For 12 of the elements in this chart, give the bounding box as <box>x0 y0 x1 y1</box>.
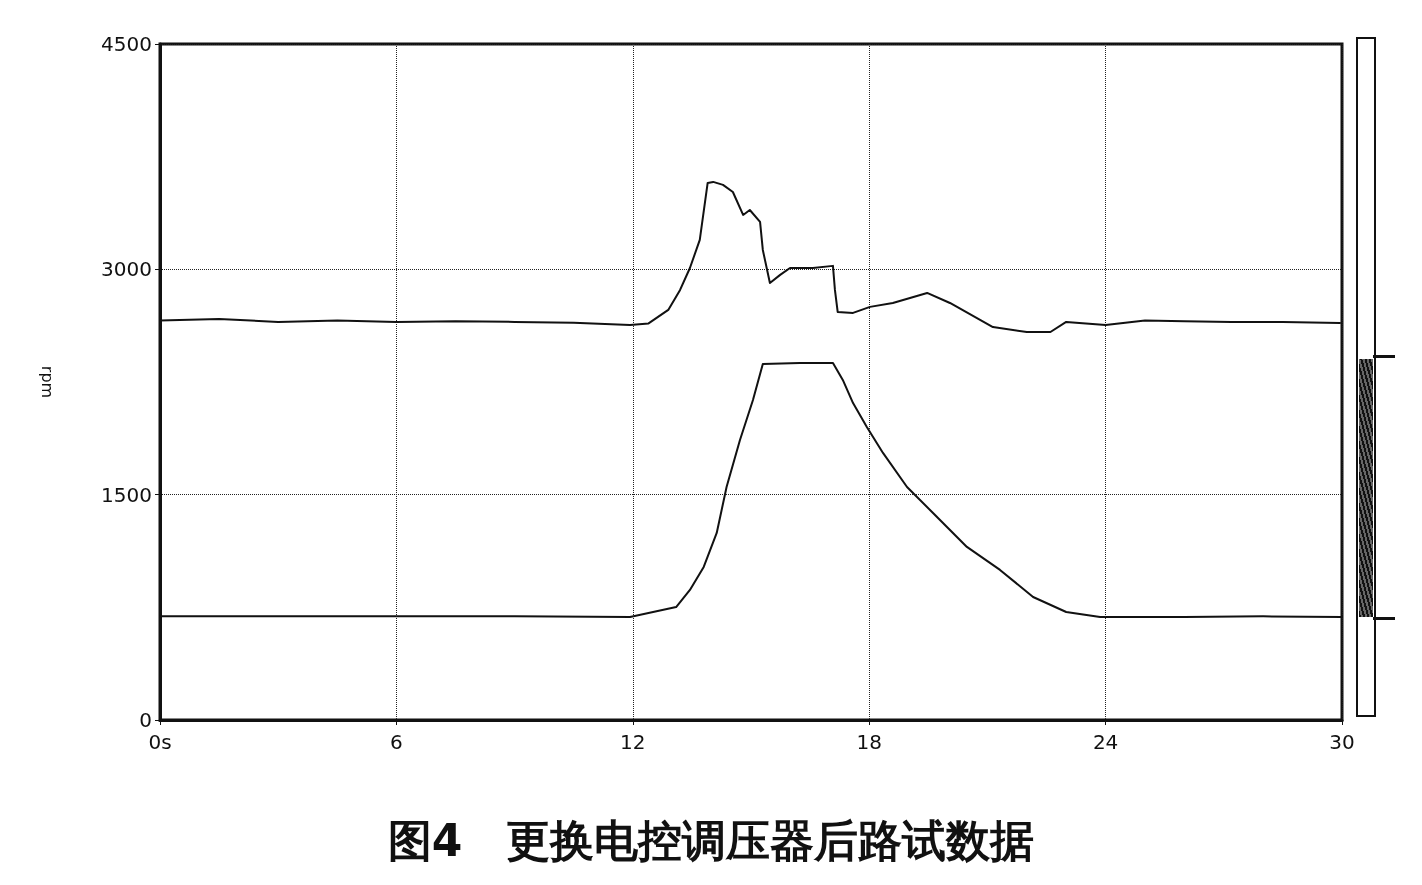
y-tick-label: 0 <box>139 708 152 732</box>
y-tick-label: 1500 <box>101 482 152 507</box>
x-tick-label: 18 <box>856 730 882 754</box>
x-tick-label: 12 <box>620 730 646 754</box>
x-tick-label: 0s <box>148 730 172 754</box>
text: 图4 更换电控调压器后路试数据 <box>387 814 1035 866</box>
y-tick-label: 4500 <box>101 32 152 56</box>
x-tick-label: 30 <box>1329 730 1355 754</box>
y-axis-title: rpm <box>37 365 57 399</box>
x-tick-label: 6 <box>390 730 403 754</box>
x-tick-label: 24 <box>1092 730 1119 754</box>
y-tick-label: 3000 <box>101 257 152 282</box>
